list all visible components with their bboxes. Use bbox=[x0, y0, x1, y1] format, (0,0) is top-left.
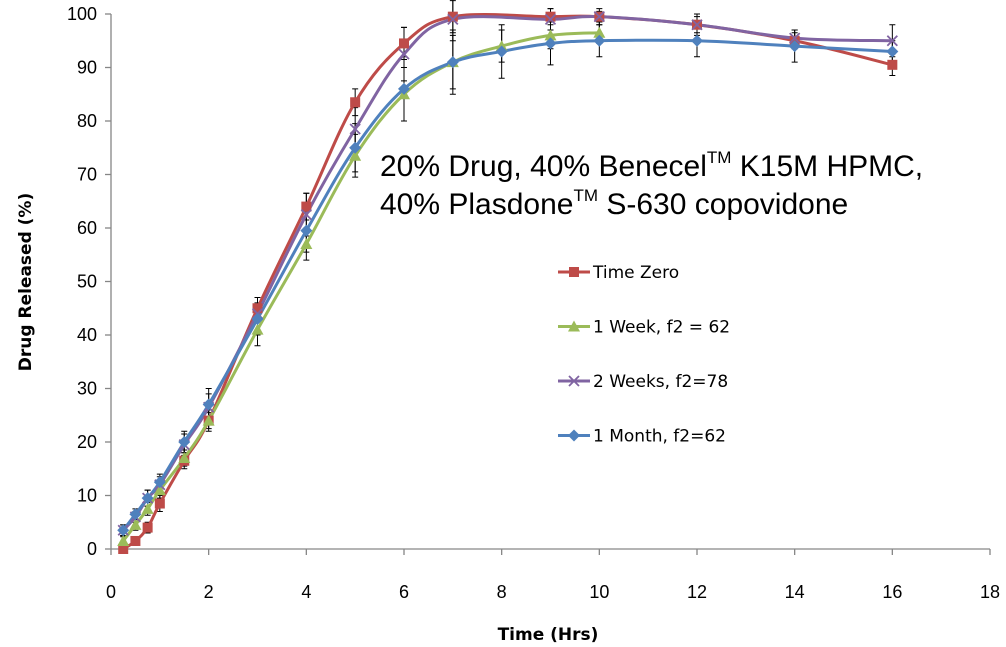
data-point bbox=[130, 535, 141, 546]
data-point bbox=[252, 303, 263, 314]
series-line bbox=[122, 31, 600, 542]
data-point bbox=[593, 34, 606, 47]
data-point bbox=[349, 141, 362, 154]
y-tick-label: 10 bbox=[77, 486, 97, 506]
y-tick-label: 70 bbox=[77, 165, 97, 185]
x-tick-label: 12 bbox=[687, 582, 707, 602]
data-point bbox=[300, 224, 313, 237]
series-lines bbox=[122, 13, 893, 551]
annotation-line-1-b: K15M HPMC, bbox=[731, 150, 923, 183]
error-bars bbox=[120, 0, 896, 553]
legend: Time Zero 1 Week, f2 = 62 2 Weeks, f2=78 1 … bbox=[558, 263, 730, 447]
data-point bbox=[154, 498, 165, 509]
data-point bbox=[251, 312, 264, 325]
annotation-line-2: 40% PlasdoneTM S-630 copovidone bbox=[380, 186, 848, 221]
data-point bbox=[544, 13, 557, 25]
data-point bbox=[593, 11, 605, 23]
series-line bbox=[122, 14, 893, 532]
data-point bbox=[153, 484, 166, 496]
data-point bbox=[142, 522, 153, 533]
y-axis-title: Drug Released (%) bbox=[16, 193, 36, 371]
axes: 0 10 20 30 40 50 60 70 80 90 100 0 2 4 6 8 10 12 14 16 18 bbox=[67, 4, 1000, 602]
data-point bbox=[349, 123, 361, 135]
x-tick-label: 10 bbox=[589, 582, 609, 602]
legend-label: 1 Month, f2=62 bbox=[593, 427, 726, 447]
data-point bbox=[545, 11, 556, 22]
data-point bbox=[117, 524, 130, 537]
data-point bbox=[202, 398, 215, 411]
y-tick-label: 0 bbox=[87, 539, 97, 559]
series-markers bbox=[117, 11, 899, 554]
x-tick-label: 14 bbox=[785, 582, 805, 602]
data-point bbox=[398, 48, 410, 60]
series-line bbox=[122, 13, 893, 551]
x-tick-label: 18 bbox=[980, 582, 1000, 602]
data-point bbox=[495, 45, 508, 58]
series-line bbox=[122, 38, 893, 532]
annotation-line-1: 20% Drug, 40% BenecelTM K15M HPMC, bbox=[380, 148, 923, 183]
annotation-line-2-sup: TM bbox=[573, 186, 598, 205]
data-point bbox=[544, 37, 557, 50]
data-point bbox=[886, 45, 899, 58]
data-point bbox=[118, 544, 129, 554]
y-tick-label: 40 bbox=[77, 325, 97, 345]
x-tick-label: 16 bbox=[882, 582, 902, 602]
y-tick-label: 60 bbox=[77, 218, 97, 238]
legend-marker bbox=[568, 429, 580, 442]
annotation: 20% Drug, 40% BenecelTM K15M HPMC, 40% P… bbox=[380, 148, 923, 221]
data-point bbox=[593, 26, 606, 38]
data-point bbox=[691, 19, 703, 31]
x-tick-label: 8 bbox=[497, 582, 507, 602]
data-point bbox=[141, 502, 154, 514]
legend-marker bbox=[568, 320, 580, 332]
data-point bbox=[117, 534, 130, 546]
data-point bbox=[788, 40, 801, 53]
data-point bbox=[789, 32, 801, 44]
y-tick-label: 100 bbox=[67, 4, 97, 24]
x-tick-label: 6 bbox=[399, 582, 409, 602]
data-point bbox=[349, 149, 362, 161]
annotation-line-2-a: 40% Plasdone bbox=[380, 188, 573, 221]
y-tick-label: 80 bbox=[77, 111, 97, 131]
data-point bbox=[350, 97, 361, 108]
annotation-line-1-sup: TM bbox=[707, 148, 732, 167]
data-point bbox=[129, 508, 142, 521]
data-point bbox=[447, 13, 459, 25]
data-point bbox=[691, 34, 703, 47]
data-point bbox=[886, 35, 898, 47]
data-point bbox=[447, 11, 458, 22]
x-tick-label: 4 bbox=[301, 582, 311, 602]
y-tick-label: 30 bbox=[77, 379, 97, 399]
data-point bbox=[544, 29, 557, 41]
data-point bbox=[178, 452, 191, 464]
data-point bbox=[153, 476, 166, 489]
data-point bbox=[178, 436, 191, 448]
y-tick-label: 90 bbox=[77, 58, 97, 78]
data-point bbox=[141, 492, 154, 505]
y-tick-label: 20 bbox=[77, 432, 97, 452]
data-point bbox=[251, 323, 264, 335]
data-point bbox=[301, 201, 312, 212]
data-point bbox=[202, 414, 215, 426]
data-point bbox=[887, 59, 898, 70]
y-tick-label: 50 bbox=[77, 272, 97, 292]
legend-marker bbox=[569, 267, 579, 277]
x-tick-label: 2 bbox=[204, 582, 214, 602]
data-point bbox=[399, 38, 409, 49]
annotation-line-2-b: S-630 copovidone bbox=[598, 188, 848, 221]
data-point bbox=[129, 518, 142, 530]
x-axis-title: Time (Hrs) bbox=[498, 625, 599, 645]
x-tick-label: 0 bbox=[106, 582, 116, 602]
legend-marker bbox=[568, 375, 580, 387]
data-point bbox=[300, 238, 313, 250]
legend-label: 2 Weeks, f2=78 bbox=[593, 372, 728, 392]
annotation-line-1-a: 20% Drug, 40% Benecel bbox=[380, 150, 707, 183]
legend-label: 1 Week, f2 = 62 bbox=[593, 318, 730, 338]
legend-label: Time Zero bbox=[592, 263, 679, 283]
data-point bbox=[300, 208, 312, 221]
data-point bbox=[446, 56, 459, 69]
data-point bbox=[398, 82, 410, 95]
